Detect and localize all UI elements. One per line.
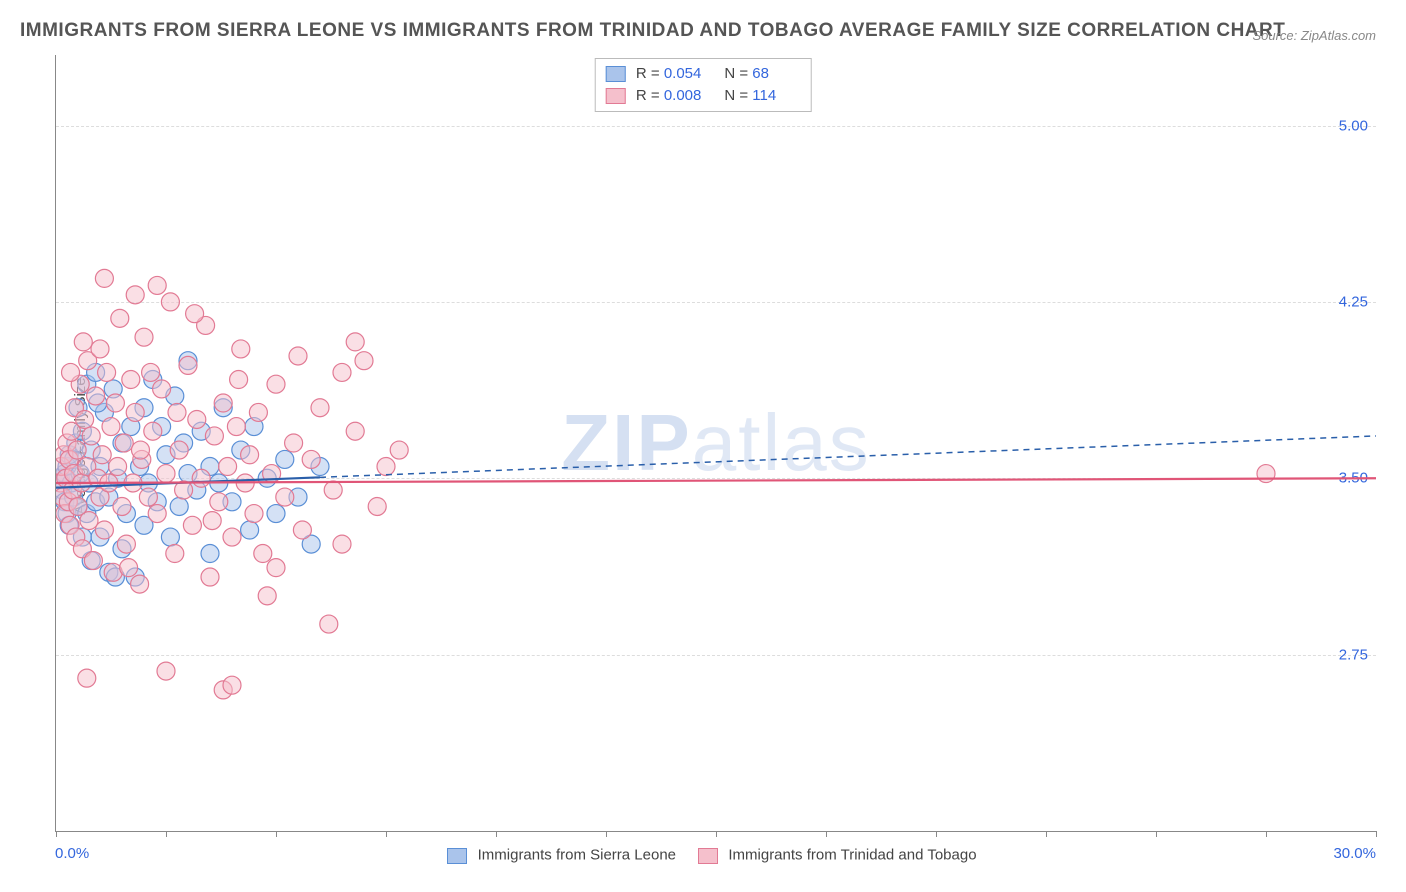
bottom-legend: Immigrants from Sierra Leone Immigrants … <box>0 846 1406 864</box>
swatch-series2-bottom <box>698 848 718 864</box>
n-value-1: 68 <box>752 63 800 85</box>
r-value-1: 0.054 <box>664 63 712 85</box>
n-label: N = <box>724 65 748 82</box>
legend-label-2: Immigrants from Trinidad and Tobago <box>728 847 976 864</box>
r-label: R = <box>636 65 660 82</box>
swatch-series1 <box>606 66 626 82</box>
r-label: R = <box>636 87 660 104</box>
legend-label-1: Immigrants from Sierra Leone <box>478 847 676 864</box>
n-value-2: 114 <box>752 85 800 107</box>
stats-row-series1: R = 0.054 N = 68 <box>606 63 801 85</box>
swatch-series1-bottom <box>447 848 467 864</box>
chart-title: IMMIGRANTS FROM SIERRA LEONE VS IMMIGRAN… <box>20 20 1285 42</box>
plot-area: ZIPatlas 2.753.504.255.00 <box>55 55 1376 832</box>
plot-svg <box>56 55 1376 831</box>
r-value-2: 0.008 <box>664 85 712 107</box>
stats-row-series2: R = 0.008 N = 114 <box>606 85 801 107</box>
stats-legend: R = 0.054 N = 68 R = 0.008 N = 114 <box>595 58 812 112</box>
source-label: Source: ZipAtlas.com <box>1252 28 1376 43</box>
swatch-series2 <box>606 88 626 104</box>
n-label: N = <box>724 87 748 104</box>
